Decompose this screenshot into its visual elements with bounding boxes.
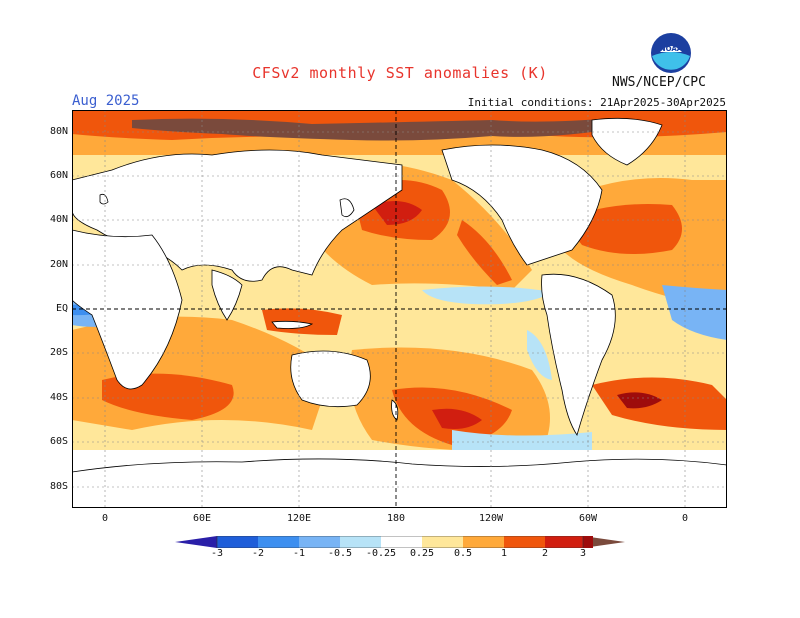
legend-tick-neg1: -1: [292, 548, 306, 559]
land-indonesia: [271, 320, 314, 329]
eq-pacific-lightblue: [422, 286, 552, 305]
legend-arrow-high: [583, 536, 625, 548]
north-pacific-darkred: [372, 201, 422, 225]
south-atlantic-darkred: [617, 392, 662, 409]
ne-pacific-red: [457, 220, 512, 285]
lon-label-60w: 60W: [578, 513, 598, 524]
noaa-logo-icon: NOAA: [651, 33, 691, 73]
lat-label-60s: 60S: [49, 436, 68, 447]
legend-tick-pos3: 3: [579, 548, 587, 559]
legend-tick-pos2: 2: [541, 548, 549, 559]
legend-tick-pos025: 0.25: [409, 548, 435, 559]
sst-anomaly-map: [72, 110, 727, 508]
south-atlantic-red: [592, 377, 727, 430]
lat-label-80s: 80S: [49, 481, 68, 492]
svg-text:NOAA: NOAA: [660, 45, 683, 53]
lat-label-40s: 40S: [49, 392, 68, 403]
land-india: [211, 269, 243, 321]
south-pacific-darkred: [432, 408, 482, 429]
legend-swatch-6: [422, 536, 463, 548]
lon-label-120e: 120E: [286, 513, 312, 524]
legend-swatch-1: [217, 536, 258, 548]
forecast-month: Aug 2025: [72, 93, 140, 109]
land-japan: [339, 198, 355, 218]
map-frame: [72, 110, 727, 508]
initial-conditions: Initial conditions: 21Apr2025-30Apr2025: [467, 96, 726, 109]
lat-label-20s: 20S: [49, 347, 68, 358]
lat-label-80n: 80N: [49, 126, 68, 137]
land-north-america: [441, 144, 603, 266]
peru-lightblue: [527, 330, 552, 380]
chart-title: CFSv2 monthly SST anomalies (K): [252, 64, 548, 82]
legend-tick-neg2: -2: [251, 548, 265, 559]
legend-swatch-4: [340, 536, 381, 548]
lat-label-60n: 60N: [49, 170, 68, 181]
lat-label-20n: 20N: [49, 259, 68, 270]
lon-label-60e: 60E: [192, 513, 212, 524]
legend-tick-pos1: 1: [500, 548, 508, 559]
reference-lines: [72, 110, 727, 508]
land-greenland: [591, 117, 663, 166]
legend-swatch-8: [504, 536, 545, 548]
arctic-brown-band: [132, 118, 632, 141]
org-label: NWS/NCEP/CPC: [612, 75, 706, 90]
land-south-america: [541, 273, 616, 436]
grid-lines: [72, 110, 727, 508]
land-australia: [290, 350, 371, 408]
legend-swatch-5: [381, 536, 422, 548]
legend-tick-neg025: -0.25: [365, 548, 397, 559]
lon-label-0-west: 0: [101, 513, 109, 524]
color-legend: [175, 536, 625, 548]
legend-tick-neg05: -0.5: [327, 548, 353, 559]
land-uk: [99, 193, 109, 205]
land-antarctica: [72, 458, 727, 508]
land-africa: [72, 229, 183, 390]
east-atlantic-blue: [662, 285, 727, 340]
legend-arrow-low: [175, 536, 217, 548]
legend-tick-pos05: 0.5: [453, 548, 473, 559]
legend-swatch-9: [545, 536, 583, 548]
lat-label-eq: EQ: [55, 303, 68, 314]
lat-label-40n: 40N: [49, 214, 68, 225]
legend-swatch-3: [299, 536, 340, 548]
legend-swatch-7: [463, 536, 504, 548]
legend-tick-neg3: -3: [210, 548, 224, 559]
land-group: [72, 117, 727, 508]
legend-swatch-2: [258, 536, 299, 548]
southern-ocean-lightblue: [452, 430, 592, 455]
lon-label-0-east: 0: [681, 513, 689, 524]
lon-label-180: 180: [386, 513, 406, 524]
lon-label-120w: 120W: [478, 513, 504, 524]
